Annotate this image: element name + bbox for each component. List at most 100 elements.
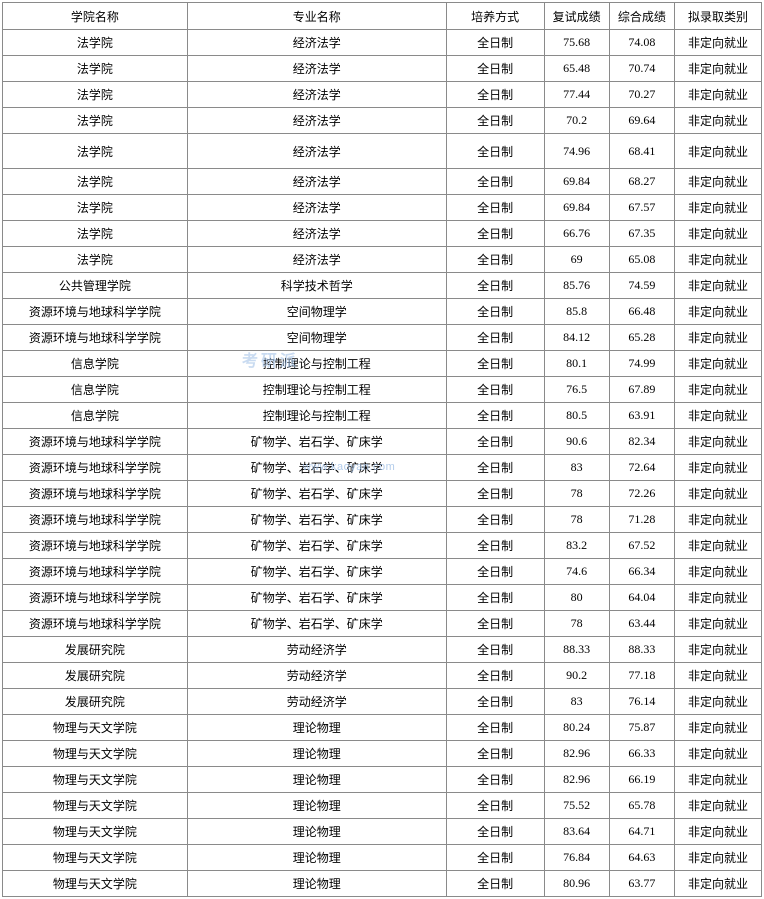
table-cell: 65.78 (609, 793, 674, 819)
table-cell: 非定向就业 (674, 715, 761, 741)
header-major: 专业名称 (187, 3, 446, 30)
table-cell: 矿物学、岩石学、矿床学 (187, 429, 446, 455)
table-cell: 理论物理 (187, 871, 446, 897)
table-cell: 非定向就业 (674, 793, 761, 819)
table-cell: 88.33 (544, 637, 609, 663)
table-cell: 全日制 (446, 663, 544, 689)
table-cell: 非定向就业 (674, 169, 761, 195)
table-cell: 非定向就业 (674, 871, 761, 897)
table-cell: 77.44 (544, 82, 609, 108)
table-cell: 71.28 (609, 507, 674, 533)
table-cell: 82.96 (544, 767, 609, 793)
table-cell: 75.87 (609, 715, 674, 741)
table-row: 发展研究院劳动经济学全日制90.277.18非定向就业 (3, 663, 762, 689)
table-cell: 77.18 (609, 663, 674, 689)
table-cell: 90.6 (544, 429, 609, 455)
table-cell: 理论物理 (187, 845, 446, 871)
table-cell: 63.77 (609, 871, 674, 897)
table-cell: 74.08 (609, 30, 674, 56)
table-cell: 经济法学 (187, 134, 446, 169)
table-cell: 控制理论与控制工程 (187, 377, 446, 403)
table-cell: 控制理论与控制工程 (187, 403, 446, 429)
table-cell: 全日制 (446, 299, 544, 325)
table-cell: 全日制 (446, 741, 544, 767)
table-cell: 法学院 (3, 56, 188, 82)
header-score1: 复试成绩 (544, 3, 609, 30)
table-cell: 74.6 (544, 559, 609, 585)
table-row: 资源环境与地球科学学院矿物学、岩石学、矿床学www.kaoyan.com全日制8… (3, 455, 762, 481)
table-cell: 69 (544, 247, 609, 273)
table-cell: 全日制 (446, 559, 544, 585)
table-cell: 资源环境与地球科学学院 (3, 585, 188, 611)
table-cell: 空间物理学 (187, 325, 446, 351)
table-cell: 物理与天文学院 (3, 845, 188, 871)
table-cell: 物理与天文学院 (3, 819, 188, 845)
table-cell: 全日制 (446, 325, 544, 351)
table-cell: 发展研究院 (3, 689, 188, 715)
table-cell: 矿物学、岩石学、矿床学 (187, 559, 446, 585)
table-cell: 65.48 (544, 56, 609, 82)
table-cell: 76.14 (609, 689, 674, 715)
table-cell: 全日制 (446, 507, 544, 533)
table-cell: 理论物理 (187, 741, 446, 767)
table-row: 法学院经济法学全日制69.8468.27非定向就业 (3, 169, 762, 195)
table-cell: 资源环境与地球科学学院 (3, 429, 188, 455)
table-row: 资源环境与地球科学学院空间物理学全日制85.866.48非定向就业 (3, 299, 762, 325)
table-cell: 70.74 (609, 56, 674, 82)
table-cell: 非定向就业 (674, 819, 761, 845)
table-row: 发展研究院劳动经济学全日制8376.14非定向就业 (3, 689, 762, 715)
table-row: 信息学院控制理论与控制工程全日制80.563.91非定向就业 (3, 403, 762, 429)
table-cell: 非定向就业 (674, 637, 761, 663)
table-cell: 理论物理 (187, 793, 446, 819)
table-cell: 非定向就业 (674, 56, 761, 82)
table-cell: 全日制 (446, 767, 544, 793)
table-row: 法学院经济法学全日制74.9668.41非定向就业 (3, 134, 762, 169)
table-cell: 全日制 (446, 247, 544, 273)
table-cell: 全日制 (446, 871, 544, 897)
table-cell: 全日制 (446, 689, 544, 715)
table-cell: 非定向就业 (674, 299, 761, 325)
table-row: 发展研究院劳动经济学全日制88.3388.33非定向就业 (3, 637, 762, 663)
table-cell: 法学院 (3, 134, 188, 169)
table-cell: 83 (544, 689, 609, 715)
table-cell: 经济法学 (187, 30, 446, 56)
table-cell: 全日制 (446, 377, 544, 403)
table-row: 法学院经济法学全日制6965.08非定向就业 (3, 247, 762, 273)
table-cell: 82.96 (544, 741, 609, 767)
table-row: 法学院经济法学全日制66.7667.35非定向就业 (3, 221, 762, 247)
table-row: 资源环境与地球科学学院矿物学、岩石学、矿床学全日制90.682.34非定向就业 (3, 429, 762, 455)
table-cell: 矿物学、岩石学、矿床学 (187, 611, 446, 637)
table-row: 法学院经济法学全日制75.6874.08非定向就业 (3, 30, 762, 56)
table-cell: 78 (544, 611, 609, 637)
table-cell: 全日制 (446, 533, 544, 559)
table-cell: 非定向就业 (674, 767, 761, 793)
table-cell: 80.96 (544, 871, 609, 897)
table-cell: 74.99 (609, 351, 674, 377)
table-cell: 80 (544, 585, 609, 611)
table-cell: 66.19 (609, 767, 674, 793)
table-cell: 70.27 (609, 82, 674, 108)
table-cell: 矿物学、岩石学、矿床学 (187, 533, 446, 559)
table-row: 物理与天文学院理论物理全日制80.2475.87非定向就业 (3, 715, 762, 741)
table-row: 物理与天文学院理论物理全日制82.9666.19非定向就业 (3, 767, 762, 793)
table-cell: 全日制 (446, 273, 544, 299)
table-cell: 90.2 (544, 663, 609, 689)
table-row: 资源环境与地球科学学院矿物学、岩石学、矿床学全日制7871.28非定向就业 (3, 507, 762, 533)
table-cell: 63.91 (609, 403, 674, 429)
table-cell: 劳动经济学 (187, 663, 446, 689)
table-cell: 非定向就业 (674, 481, 761, 507)
table-cell: 非定向就业 (674, 585, 761, 611)
table-row: 资源环境与地球科学学院矿物学、岩石学、矿床学全日制8064.04非定向就业 (3, 585, 762, 611)
table-cell: 85.76 (544, 273, 609, 299)
table-cell: 75.68 (544, 30, 609, 56)
table-cell: 非定向就业 (674, 134, 761, 169)
table-row: 法学院经济法学全日制77.4470.27非定向就业 (3, 82, 762, 108)
table-cell: 67.57 (609, 195, 674, 221)
table-cell: 68.27 (609, 169, 674, 195)
table-cell: 69.64 (609, 108, 674, 134)
table-cell: 理论物理 (187, 767, 446, 793)
table-cell: 矿物学、岩石学、矿床学 (187, 585, 446, 611)
table-cell: 67.35 (609, 221, 674, 247)
table-cell: 全日制 (446, 481, 544, 507)
table-cell: 64.63 (609, 845, 674, 871)
